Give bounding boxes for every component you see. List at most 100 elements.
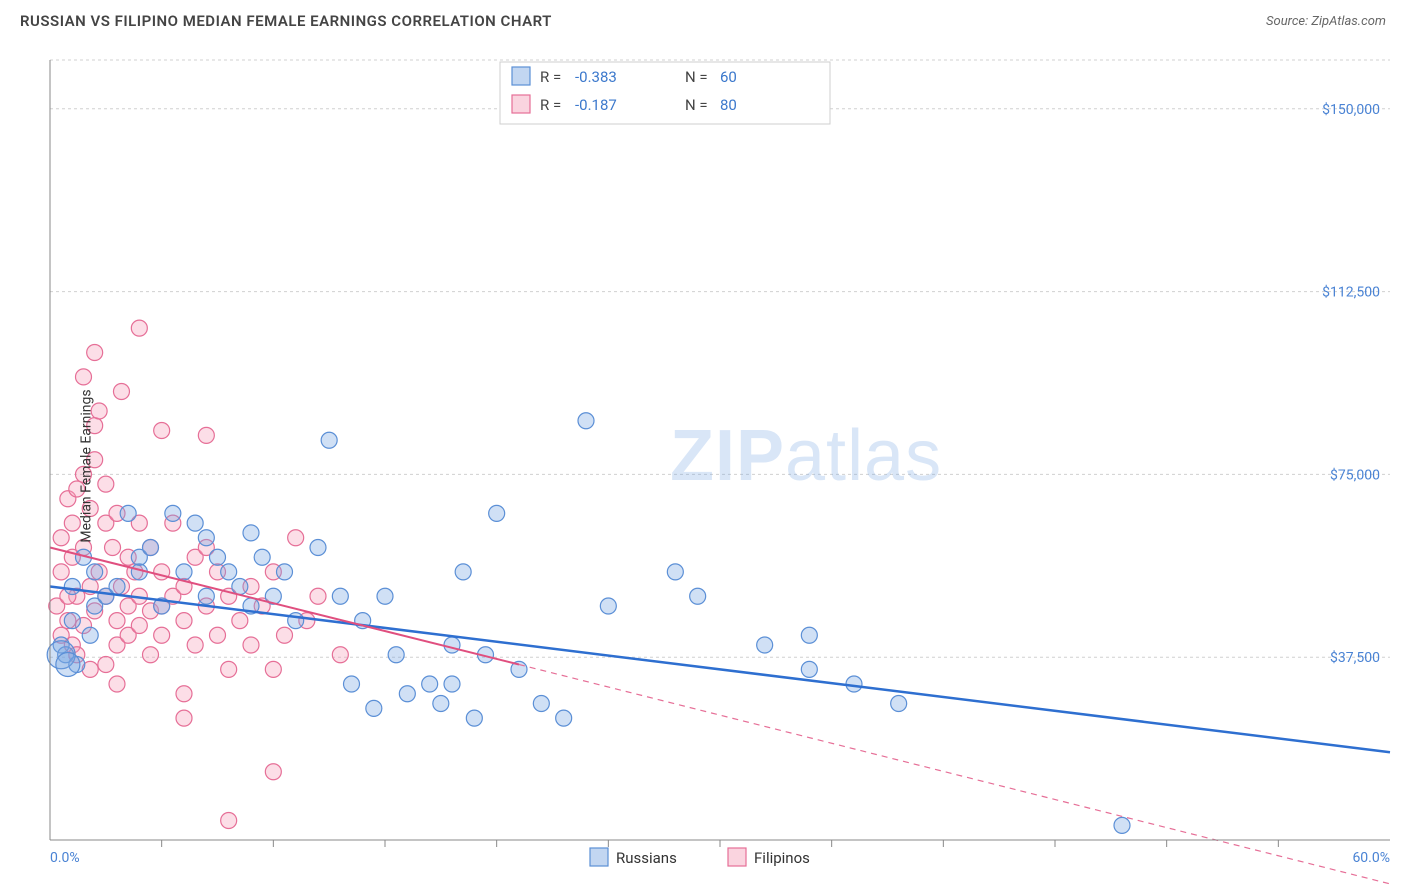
data-point-russians (64, 579, 80, 595)
data-point-filipinos (176, 686, 192, 702)
data-point-russians (176, 564, 192, 580)
data-point-filipinos (221, 813, 237, 829)
data-point-russians (757, 637, 773, 653)
data-point-filipinos (154, 627, 170, 643)
data-point-russians (221, 564, 237, 580)
y-tick-label: $75,000 (1330, 466, 1380, 483)
data-point-russians (801, 627, 817, 643)
data-point-russians (198, 588, 214, 604)
chart-title: RUSSIAN VS FILIPINO MEDIAN FEMALE EARNIN… (20, 12, 552, 30)
legend-n-value: 60 (720, 68, 737, 86)
data-point-russians (1114, 817, 1130, 833)
x-tick-label: 60.0% (1352, 850, 1390, 866)
data-point-filipinos (154, 423, 170, 439)
data-point-russians (455, 564, 471, 580)
data-point-russians (344, 676, 360, 692)
data-point-filipinos (53, 530, 69, 546)
data-point-filipinos (288, 530, 304, 546)
data-point-filipinos (221, 661, 237, 677)
source-label: Source: ZipAtlas.com (1266, 14, 1386, 29)
data-point-filipinos (310, 588, 326, 604)
y-tick-label: $150,000 (1322, 101, 1380, 118)
watermark: ZIPatlas (670, 416, 942, 496)
data-point-russians (556, 710, 572, 726)
legend-r-label: R = (540, 96, 561, 114)
data-point-russians (165, 505, 181, 521)
chart-area: Median Female Earnings $37,500 $75,000 $11… (0, 40, 1406, 892)
data-point-russians (366, 700, 382, 716)
legend-series-label: Filipinos (754, 849, 810, 867)
legend-n-label: N = (685, 68, 708, 86)
data-point-filipinos (98, 476, 114, 492)
data-point-filipinos (53, 564, 69, 580)
data-point-russians (187, 515, 203, 531)
data-point-russians (120, 505, 136, 521)
data-point-filipinos (265, 764, 281, 780)
data-point-russians (56, 653, 80, 677)
data-point-russians (377, 588, 393, 604)
data-point-russians (444, 637, 460, 653)
legend-n-label: N = (685, 96, 708, 114)
data-point-russians (399, 686, 415, 702)
legend-n-value: 80 (720, 96, 737, 114)
data-point-russians (332, 588, 348, 604)
data-point-russians (690, 588, 706, 604)
y-axis-label: Median Female Earnings (79, 389, 95, 542)
data-point-filipinos (243, 637, 259, 653)
data-point-russians (466, 710, 482, 726)
data-point-russians (667, 564, 683, 580)
data-point-filipinos (187, 637, 203, 653)
data-point-russians (891, 696, 907, 712)
data-point-filipinos (277, 627, 293, 643)
legend-swatch (512, 95, 530, 113)
legend-r-label: R = (540, 68, 561, 86)
data-point-filipinos (176, 710, 192, 726)
data-point-filipinos (131, 618, 147, 634)
y-tick-label: $37,500 (1330, 649, 1380, 666)
legend-swatch (728, 848, 746, 866)
x-tick-label: 0.0% (50, 850, 80, 866)
data-point-russians (489, 505, 505, 521)
data-point-filipinos (198, 427, 214, 443)
data-point-russians (243, 525, 259, 541)
data-point-russians (254, 549, 270, 565)
data-point-russians (533, 696, 549, 712)
data-point-russians (277, 564, 293, 580)
data-point-russians (232, 579, 248, 595)
data-point-russians (87, 564, 103, 580)
legend-swatch (590, 848, 608, 866)
data-point-russians (210, 549, 226, 565)
data-point-filipinos (76, 369, 92, 385)
data-point-filipinos (87, 345, 103, 361)
data-point-filipinos (109, 676, 125, 692)
data-point-russians (801, 661, 817, 677)
data-point-russians (310, 540, 326, 556)
data-point-filipinos (131, 320, 147, 336)
data-point-russians (321, 432, 337, 448)
data-point-russians (600, 598, 616, 614)
data-point-russians (433, 696, 449, 712)
legend-r-value: -0.383 (575, 68, 617, 86)
data-point-filipinos (113, 384, 129, 400)
data-point-russians (444, 676, 460, 692)
data-point-filipinos (98, 657, 114, 673)
trend-line-russians (50, 587, 1390, 753)
data-point-filipinos (176, 613, 192, 629)
data-point-russians (64, 613, 80, 629)
data-point-filipinos (105, 540, 121, 556)
data-point-russians (388, 647, 404, 663)
legend-r-value: -0.187 (575, 96, 617, 114)
legend-swatch (512, 67, 530, 85)
data-point-filipinos (109, 613, 125, 629)
data-point-filipinos (143, 647, 159, 663)
data-point-russians (82, 627, 98, 643)
data-point-russians (578, 413, 594, 429)
data-point-russians (143, 540, 159, 556)
data-point-filipinos (332, 647, 348, 663)
data-point-filipinos (265, 661, 281, 677)
data-point-filipinos (210, 627, 226, 643)
legend-series-label: Russians (616, 849, 677, 867)
data-point-russians (198, 530, 214, 546)
data-point-russians (109, 579, 125, 595)
y-tick-label: $112,500 (1322, 284, 1380, 301)
